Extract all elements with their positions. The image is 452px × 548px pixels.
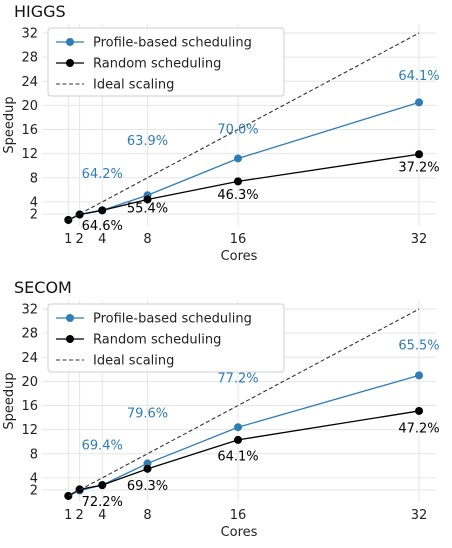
x-axis-label: Cores [221,525,258,540]
series-ideal-scaling [68,32,420,221]
legend: Profile-based scheduling Random schedulin… [47,303,285,373]
annotation-label: 63.9% [127,134,168,149]
annotation-label: 47.2% [398,422,439,437]
x-tick-label: 1 [64,232,72,247]
x-tick-label: 16 [230,232,247,247]
x-tick-label: 4 [98,232,106,247]
y-tick-label: 16 [21,123,38,138]
x-tick-label: 2 [75,232,83,247]
legend-marker [66,38,74,46]
annotation-label: 64.2% [82,167,123,182]
legend-item: Ideal scaling [56,78,174,93]
legend-label: Ideal scaling [93,354,174,369]
data-point [234,177,243,186]
y-tick-label: 20 [21,375,38,390]
data-point [415,150,424,159]
x-tick-label: 4 [98,508,106,523]
annotation-label: 69.4% [82,439,123,454]
data-point [234,154,243,163]
legend-item: Random scheduling [56,333,221,348]
series-line [68,308,420,497]
y-axis-label: Speedup [2,372,17,429]
y-tick-label: 16 [21,399,38,414]
x-tick-label: 8 [143,508,151,523]
legend: Profile-based scheduling Random schedulin… [47,27,285,97]
annotation-label: 72.2% [82,495,123,510]
y-axis-label: Speedup [2,96,17,153]
y-tick-label: 8 [30,447,38,462]
legend-item: Ideal scaling [56,354,174,369]
legend-label: Ideal scaling [93,78,174,93]
annotation-label: 70.0% [217,123,258,138]
chart-title: HIGGS [14,2,66,21]
data-point [143,464,152,473]
legend-label: Profile-based scheduling [93,312,252,327]
annotation-label: 64.1% [398,69,439,84]
annotation-label: 79.6% [127,407,168,422]
y-tick-label: 24 [21,351,38,366]
legend-marker [66,314,74,322]
y-tick-label: 12 [21,147,38,162]
legend-item: Random scheduling [56,57,221,72]
data-point [98,481,107,490]
y-tick-label: 32 [21,27,38,42]
annotation-label: 64.1% [217,449,258,464]
y-tick-label: 2 [30,207,38,222]
series-profile-based-scheduling [64,371,424,500]
x-tick-label: 32 [411,508,428,523]
annotation-label: 65.5% [398,338,439,353]
data-point [415,98,424,107]
y-tick-label: 32 [21,303,38,318]
legend-label: Random scheduling [93,57,221,72]
x-axis-label: Cores [221,249,258,264]
legend-item: Profile-based scheduling [56,36,252,51]
x-tick-label: 8 [143,232,151,247]
annotation-label: 46.3% [217,188,258,203]
legend-marker [66,59,74,67]
legend-box [47,27,285,97]
series-random-scheduling [64,406,424,500]
data-point [234,435,243,444]
x-tick-label: 1 [64,508,72,523]
data-point [98,206,107,215]
annotation-label: 77.2% [217,372,258,387]
series-ideal-scaling [68,308,420,497]
series-line [68,32,420,221]
chart-title: SECOM [14,278,72,297]
data-point [415,371,424,380]
data-point [143,195,152,204]
legend-marker [66,335,74,343]
x-tick-label: 16 [230,508,247,523]
legend-box [47,303,285,373]
data-point [75,210,84,219]
legend-item: Profile-based scheduling [56,312,252,327]
x-tick-label: 2 [75,508,83,523]
y-tick-label: 24 [21,75,38,90]
data-point [415,406,424,415]
annotation-label: 69.3% [127,479,168,494]
y-tick-label: 2 [30,483,38,498]
y-tick-label: 12 [21,423,38,438]
y-tick-label: 4 [30,195,38,210]
y-tick-label: 8 [30,171,38,186]
legend-label: Profile-based scheduling [93,36,252,51]
y-tick-label: 28 [21,327,38,342]
y-tick-label: 20 [21,99,38,114]
y-tick-label: 28 [21,51,38,66]
annotation-label: 55.4% [127,202,168,217]
legend-label: Random scheduling [93,333,221,348]
data-point [234,423,243,432]
y-tick-label: 4 [30,471,38,486]
annotation-label: 64.6% [82,219,123,234]
annotation-label: 37.2% [398,161,439,176]
x-tick-label: 32 [411,232,428,247]
